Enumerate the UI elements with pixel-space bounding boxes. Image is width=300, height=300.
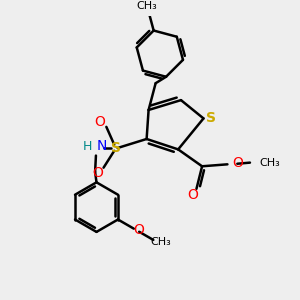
Text: O: O: [92, 166, 103, 180]
Text: CH₃: CH₃: [150, 237, 171, 247]
Text: CH₃: CH₃: [259, 158, 280, 168]
Text: CH₃: CH₃: [136, 1, 157, 11]
Text: O: O: [134, 223, 145, 237]
Text: S: S: [206, 111, 215, 125]
Text: O: O: [95, 115, 106, 129]
Text: O: O: [187, 188, 198, 202]
Text: S: S: [111, 141, 121, 155]
Text: N: N: [97, 139, 107, 153]
Text: H: H: [83, 140, 92, 153]
Text: O: O: [232, 156, 243, 170]
